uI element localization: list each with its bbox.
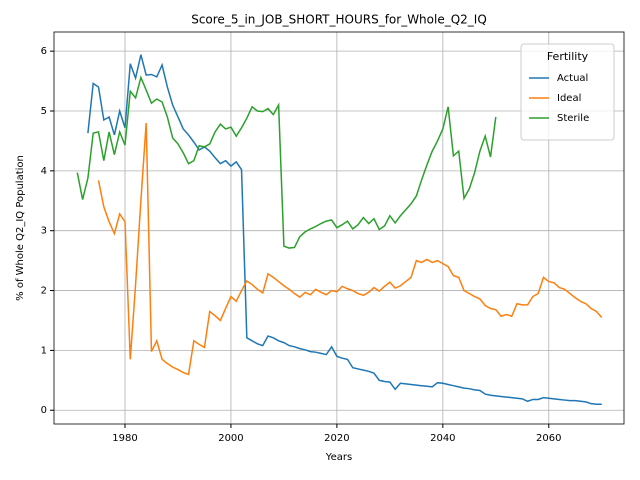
x-tick-label: 1980 xyxy=(112,433,137,444)
y-tick-label: 1 xyxy=(41,345,47,356)
chart-title: Score_5_in_JOB_SHORT_HOURS_for_Whole_Q2_… xyxy=(191,13,487,27)
legend-label: Ideal xyxy=(557,93,581,104)
legend-label: Actual xyxy=(557,73,588,84)
legend: Fertility Actual Ideal Sterile xyxy=(520,43,615,141)
legend-box xyxy=(520,43,615,141)
plot-frame xyxy=(53,31,625,425)
legend-title: Fertility xyxy=(547,50,589,63)
y-tick-label: 3 xyxy=(41,226,47,237)
y-tick-label: 4 xyxy=(41,166,47,177)
y-tick-label: 2 xyxy=(41,286,47,297)
line-series xyxy=(97,122,603,376)
x-axis-label: Years xyxy=(325,452,352,463)
y-tick-label: 5 xyxy=(41,106,47,117)
x-tick-label: 2040 xyxy=(430,433,455,444)
x-tick-label: 2020 xyxy=(324,433,349,444)
y-axis-label: % of Whole Q2_IQ Population xyxy=(15,155,26,301)
legend-label: Sterile xyxy=(557,113,589,124)
line-series xyxy=(87,54,602,405)
line-series xyxy=(76,75,497,249)
y-tick-label: 0 xyxy=(41,405,47,416)
x-tick-label: 2060 xyxy=(536,433,561,444)
x-tick-label: 2000 xyxy=(218,433,243,444)
y-tick-label: 6 xyxy=(41,46,47,57)
